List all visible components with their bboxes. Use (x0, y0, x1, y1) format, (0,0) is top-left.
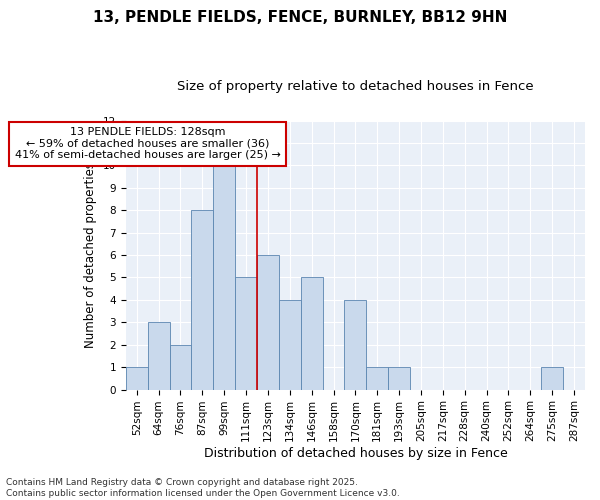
Bar (235, 278, 257, 390)
Bar (213, 166, 235, 390)
Bar (367, 367, 388, 390)
Bar (541, 367, 563, 390)
Title: Size of property relative to detached houses in Fence: Size of property relative to detached ho… (177, 80, 534, 93)
Bar (388, 367, 410, 390)
Bar (257, 255, 279, 390)
Bar (279, 300, 301, 390)
Text: Contains HM Land Registry data © Crown copyright and database right 2025.
Contai: Contains HM Land Registry data © Crown c… (6, 478, 400, 498)
X-axis label: Distribution of detached houses by size in Fence: Distribution of detached houses by size … (203, 447, 507, 460)
Bar (191, 210, 213, 390)
Text: 13 PENDLE FIELDS: 128sqm
← 59% of detached houses are smaller (36)
41% of semi-d: 13 PENDLE FIELDS: 128sqm ← 59% of detach… (15, 128, 281, 160)
Bar (126, 367, 148, 390)
Bar (344, 300, 367, 390)
Y-axis label: Number of detached properties: Number of detached properties (84, 162, 97, 348)
Bar (301, 278, 323, 390)
Text: 13, PENDLE FIELDS, FENCE, BURNLEY, BB12 9HN: 13, PENDLE FIELDS, FENCE, BURNLEY, BB12 … (93, 10, 507, 25)
Bar (148, 322, 170, 390)
Bar (170, 345, 191, 390)
